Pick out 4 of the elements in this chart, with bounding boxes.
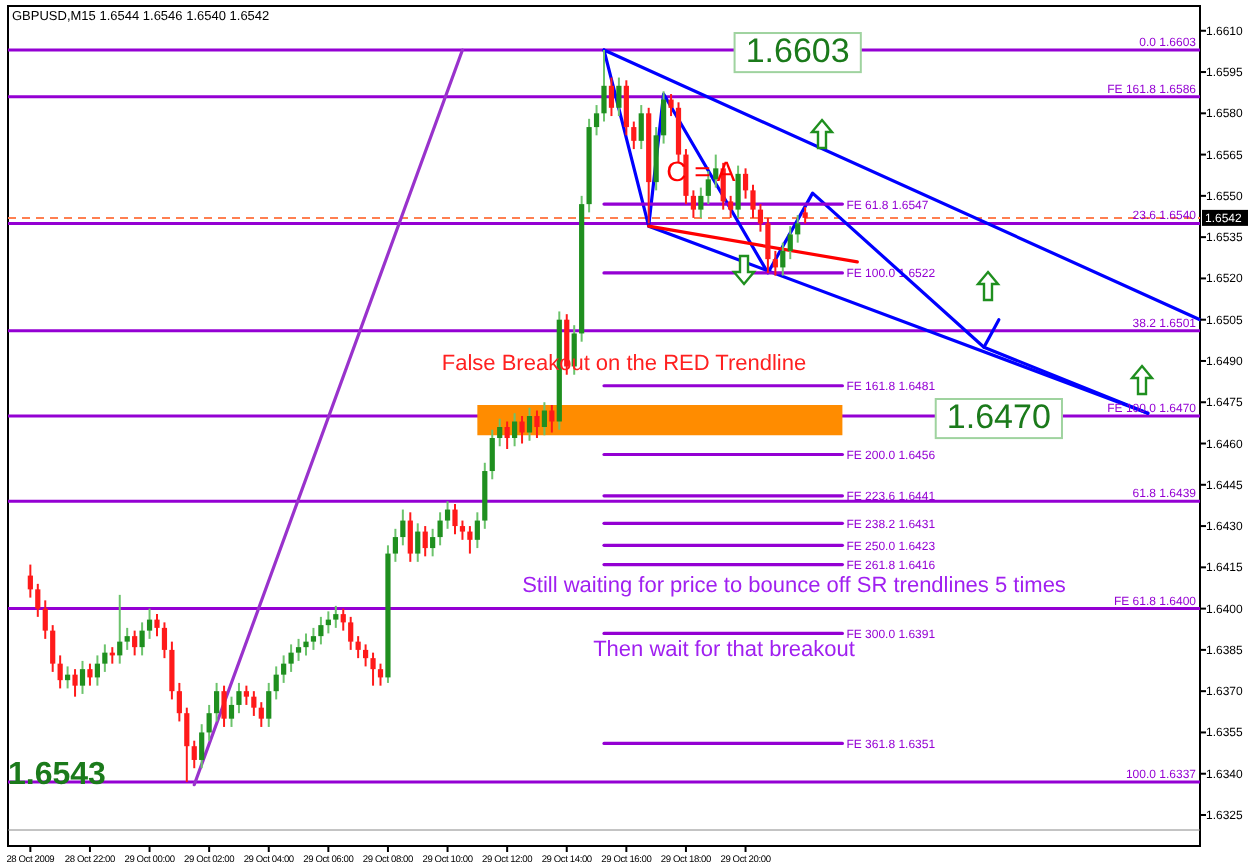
annotation: Still waiting for price to bounce off SR trendlines 5 times xyxy=(522,574,1067,598)
annotation: 1.6470 xyxy=(946,397,1051,436)
annotation: Then wait for that breakout xyxy=(593,638,855,662)
annotation: 1.6603 xyxy=(745,31,850,70)
